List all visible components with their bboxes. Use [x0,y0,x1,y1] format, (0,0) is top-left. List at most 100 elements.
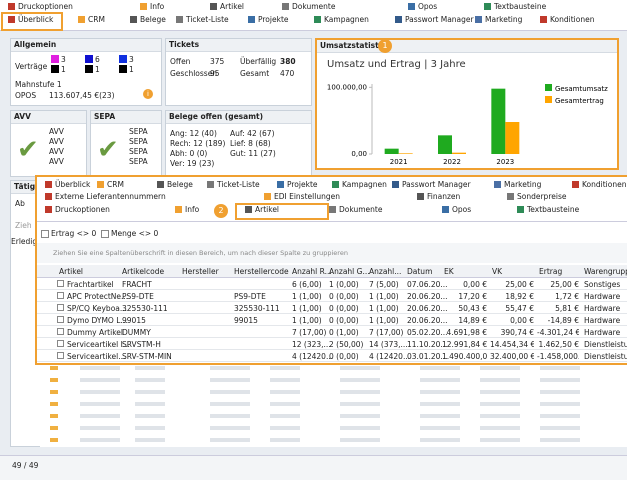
tab[interactable]: Externe Lieferantennummern [55,192,166,201]
tab[interactable]: Überblick [18,15,54,24]
tab[interactable]: Projekte [287,180,318,189]
filter[interactable]: Ertrag <> 0 [51,229,97,238]
tab[interactable]: Ticket-Liste [217,180,260,189]
tab[interactable]: Druckoptionen [55,205,110,214]
column-header[interactable]: Herstellercode [234,267,289,276]
expand[interactable] [57,340,64,347]
blur [340,390,380,394]
blur [540,402,580,406]
column-header[interactable]: Anzahl R... [292,267,332,276]
highlight [235,203,329,220]
tab[interactable]: CRM [88,15,105,24]
cell: Serviceartikel... [67,352,126,361]
tab[interactable]: Konditionen [582,180,627,189]
legend-swatch [545,96,552,103]
blur [210,426,250,430]
tab[interactable]: Info [185,205,200,214]
expand[interactable] [57,280,64,287]
expand[interactable] [57,292,64,299]
cell: Hardware [584,328,621,337]
cell: 0 (1,00) [329,328,359,337]
column-header[interactable]: Ertrag [539,267,563,276]
tab-icon [329,206,336,213]
item: SEPA [129,137,148,146]
cell: 14 (373,... [369,340,408,349]
tab[interactable]: EDI Einstellungen [274,192,340,201]
column-header[interactable]: VK [492,267,503,276]
column-header[interactable]: Anzahl G... [329,267,370,276]
blur [80,426,120,430]
blur [420,438,460,442]
blur [480,378,520,382]
cell: 25,00 € [505,280,534,289]
column-header[interactable]: Datum [407,267,433,276]
tab[interactable]: Passwort Manager [402,180,471,189]
tab[interactable]: Überblick [55,180,91,189]
cell: 1 (1,00) [292,316,322,325]
panel-title: SEPA [91,111,161,124]
tab[interactable]: Passwort Manager [405,15,474,24]
column-header[interactable]: Artikel [59,267,84,276]
tab[interactable]: Artikel [255,205,280,214]
tab[interactable]: Belege [167,180,193,189]
column-header[interactable]: Anzahl... [369,267,402,276]
tab[interactable]: Textbausteine [527,205,580,214]
checkbox[interactable] [41,230,49,238]
tab-icon [494,181,501,188]
cell: 11.10.20... [407,340,448,349]
tab-icon [540,16,547,23]
tab[interactable]: Konditionen [550,15,595,24]
beleg: Rech: 12 (189) [170,139,226,148]
tab[interactable]: Dokumente [339,205,383,214]
expand[interactable] [57,304,64,311]
tab[interactable]: Sonderpreise [517,192,567,201]
tab[interactable]: Artikel [220,2,245,11]
blur [135,390,165,394]
tab[interactable]: Projekte [258,15,289,24]
tab[interactable]: Marketing [504,180,542,189]
ticket-value: 380 [280,57,296,66]
tab[interactable]: Dokumente [292,2,336,11]
blur [50,414,58,418]
panel-umsatz: Umsatzstatistik Umsatz und Ertrag | 3 Ja… [315,38,619,170]
tab[interactable]: Textbausteine [494,2,547,11]
tab-icon [140,3,147,10]
swatch [85,65,93,73]
column-header[interactable]: Artikelcode [122,267,165,276]
cell: Sonstiges [584,280,621,289]
blur [420,366,460,370]
checkbox[interactable] [101,230,109,238]
expand[interactable] [57,316,64,323]
tab[interactable]: Druckoptionen [18,2,73,11]
tab-row: Überblick CRM Belege Ticket-Liste Projekte Ka… [37,180,627,192]
tab[interactable]: Opos [452,205,472,214]
tab[interactable]: Marketing [485,15,523,24]
column-header[interactable]: EK [444,267,454,276]
tab[interactable]: Finanzen [427,192,461,201]
filter[interactable]: Menge <> 0 [111,229,159,238]
tab[interactable]: CRM [107,180,124,189]
tab[interactable]: Kampagnen [342,180,387,189]
tab[interactable]: Ticket-Liste [186,15,229,24]
expand[interactable] [57,352,64,359]
blur [80,414,120,418]
cell: SRVSTM-H [122,340,161,349]
tab-icon [45,193,52,200]
column-header[interactable]: Hersteller [182,267,219,276]
column-header[interactable]: Warengruppe [584,267,627,276]
cell: 1 (1,00) [369,316,399,325]
expand[interactable] [57,328,64,335]
tab[interactable]: Info [150,2,165,11]
tab[interactable]: Kampagnen [324,15,369,24]
tab-icon [157,181,164,188]
cell: SP/CQ Keyboa... [67,304,128,313]
blur [270,414,300,418]
blur [340,438,380,442]
y-tick-label: 0,00 [351,150,367,158]
tab[interactable]: Belege [140,15,166,24]
blur [80,438,120,442]
tab[interactable]: Opos [418,2,438,11]
cell: 17,20 € [458,292,487,301]
info-icon[interactable]: i [143,89,153,99]
